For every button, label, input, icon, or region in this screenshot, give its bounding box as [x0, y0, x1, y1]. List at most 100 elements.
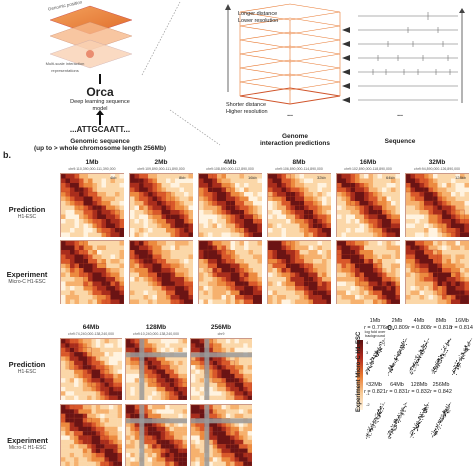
scatter-r-value: r = 0.808 — [408, 324, 430, 331]
scale-title: 128Mb — [145, 324, 167, 331]
coordinate-label: chr9:109,890,000-111,890,000 — [137, 167, 185, 171]
scatter-scale: 2Mb — [391, 318, 403, 324]
resolution-tag: 8kb — [179, 175, 186, 180]
colorbar-tick: -2 — [366, 401, 370, 407]
scatter-plot — [365, 400, 386, 440]
scatter-plot — [431, 336, 452, 376]
scatter-scale: 128Mb — [410, 382, 428, 388]
sequence-tracks-graphic — [342, 8, 465, 103]
experiment-heatmap — [60, 404, 123, 467]
prediction-heatmap — [336, 173, 401, 238]
prediction-heatmap — [129, 173, 194, 238]
coordinate-label: chr9:108,890,000-112,890,000 — [206, 167, 254, 171]
colorbar — [357, 340, 363, 410]
coordinate-label: chr9:110,390,000-111,390,000 — [68, 167, 116, 171]
scatter-r-value: r = 0.842 — [430, 388, 452, 395]
colorbar-tick: 4 — [366, 340, 369, 345]
experiment-row-label: Experiment Micro-C H1-ESC — [2, 270, 52, 285]
scatter-scale: 256Mb — [432, 382, 450, 388]
input-label-line2: (up to > whole chromosome length 256Mb) — [34, 145, 166, 152]
correlation-label: 32Mb r = 0.821 — [361, 382, 389, 395]
colorbar-tick: 0 — [366, 381, 369, 387]
scatter-plot — [409, 336, 430, 376]
prediction-label: Genome interaction predictions — [255, 133, 335, 147]
experiment-heatmap — [336, 240, 401, 305]
scale-title: 2Mb — [154, 159, 168, 166]
scatter-scale: 64Mb — [390, 382, 404, 388]
prediction-heatmap — [60, 338, 123, 401]
coordinate-label: chr9:106,890,000-114,890,000 — [275, 167, 323, 171]
scatter-plot — [387, 336, 408, 376]
correlation-label: 64Mb r = 0.831 — [383, 382, 411, 395]
experiment-heatmap — [190, 404, 253, 467]
prediction-sub-bottom: H1-ESC — [17, 369, 37, 375]
shorter-line1: Shorter distance — [226, 102, 267, 108]
sequence-header: Sequence — [384, 138, 416, 145]
longer-line2: Lower resolution — [238, 18, 279, 24]
scale-title: 64Mb — [82, 324, 100, 331]
coordinate-label: chr9:102,890,000-118,890,000 — [344, 167, 392, 171]
prediction-heatmap — [405, 173, 470, 238]
pred-label-line2: interaction predictions — [259, 140, 331, 147]
prediction-ellipsis: ... — [287, 111, 293, 118]
panel-b-label: b. — [3, 150, 11, 160]
experiment-heatmap — [267, 240, 332, 305]
prediction-row-label-bottom: Prediction H1-ESC — [2, 360, 52, 375]
experiment-heatmap — [405, 240, 470, 305]
connector-lines — [141, 1, 221, 146]
prediction-heatmap — [190, 338, 253, 401]
scale-title: 256Mb — [210, 324, 232, 331]
scatter-r-value: r = 0.821 — [364, 388, 386, 395]
arrow-shaft-up — [99, 74, 101, 84]
shorter-distance-label: Shorter distance Higher resolution — [226, 102, 286, 116]
coordinate-label: chr9:94,890,000-126,890,000 — [414, 167, 460, 171]
sequence-ellipsis: ... — [397, 111, 403, 118]
resolution-tag: 128kb — [455, 175, 466, 180]
prediction-stack-graphic — [225, 3, 341, 105]
scatter-r-value: r = 0.809 — [386, 324, 408, 331]
scatter-plot — [365, 336, 386, 376]
experiment-row-label-bottom: Experiment Micro-C H1-ESC — [0, 436, 55, 451]
experiment-heatmap — [60, 240, 125, 305]
input-label: Genomic sequence (up to > whole chromoso… — [20, 138, 180, 152]
model-description: Deep learning sequence model — [70, 99, 130, 112]
longer-distance-label: Longer distance Lower resolution — [238, 11, 298, 25]
stack-bottom-label: Multi-scale interaction representations — [45, 61, 85, 73]
experiment-heatmap — [198, 240, 263, 305]
resolution-tag: 32kb — [317, 175, 326, 180]
prediction-heatmap — [60, 173, 125, 238]
scale-title: 8Mb — [292, 159, 306, 166]
resolution-tag: 16kb — [248, 175, 257, 180]
prediction-title: Prediction — [8, 205, 46, 214]
scatter-plot — [387, 400, 408, 440]
correlation-label: 2Mb r = 0.809 — [383, 318, 411, 331]
scale-title: 4Mb — [223, 159, 237, 166]
scatter-r-value: r = 0.832 — [408, 388, 430, 395]
scatter-scale: 32Mb — [368, 382, 382, 388]
scatter-plot — [431, 400, 452, 440]
scatter-r-value: r = 0.831 — [386, 388, 408, 395]
coordinate-label: chr9:74,240,000-138,240,000 — [68, 332, 114, 336]
shorter-line2: Higher resolution — [226, 109, 268, 115]
panel-c-label: c. — [387, 322, 395, 332]
scatter-plot — [452, 336, 473, 376]
scatter-r-value: r = 0.814 — [451, 324, 473, 331]
correlation-label: 128Mb r = 0.832 — [405, 382, 433, 395]
prediction-heatmap — [198, 173, 263, 238]
prediction-title-bottom: Prediction — [8, 360, 46, 369]
multiscale-stack-graphic — [49, 5, 133, 69]
resolution-tag: 64kb — [386, 175, 395, 180]
resolution-tag: 4kb — [110, 175, 117, 180]
scatter-scale: 16Mb — [455, 318, 469, 324]
scale-title: 1Mb — [85, 159, 99, 166]
prediction-heatmap — [267, 173, 332, 238]
scale-title: 32Mb — [428, 159, 446, 166]
arrow-up-icon — [96, 110, 104, 115]
pred-label-line1: Genome — [281, 133, 308, 140]
experiment-title-bottom: Experiment — [7, 436, 48, 445]
longer-line1: Longer distance — [238, 11, 278, 17]
correlation-label: 8Mb r = 0.818 — [427, 318, 455, 331]
experiment-heatmap — [129, 240, 194, 305]
correlation-label: 1Mb r = 0.776 — [361, 318, 389, 331]
prediction-heatmap — [125, 338, 188, 401]
